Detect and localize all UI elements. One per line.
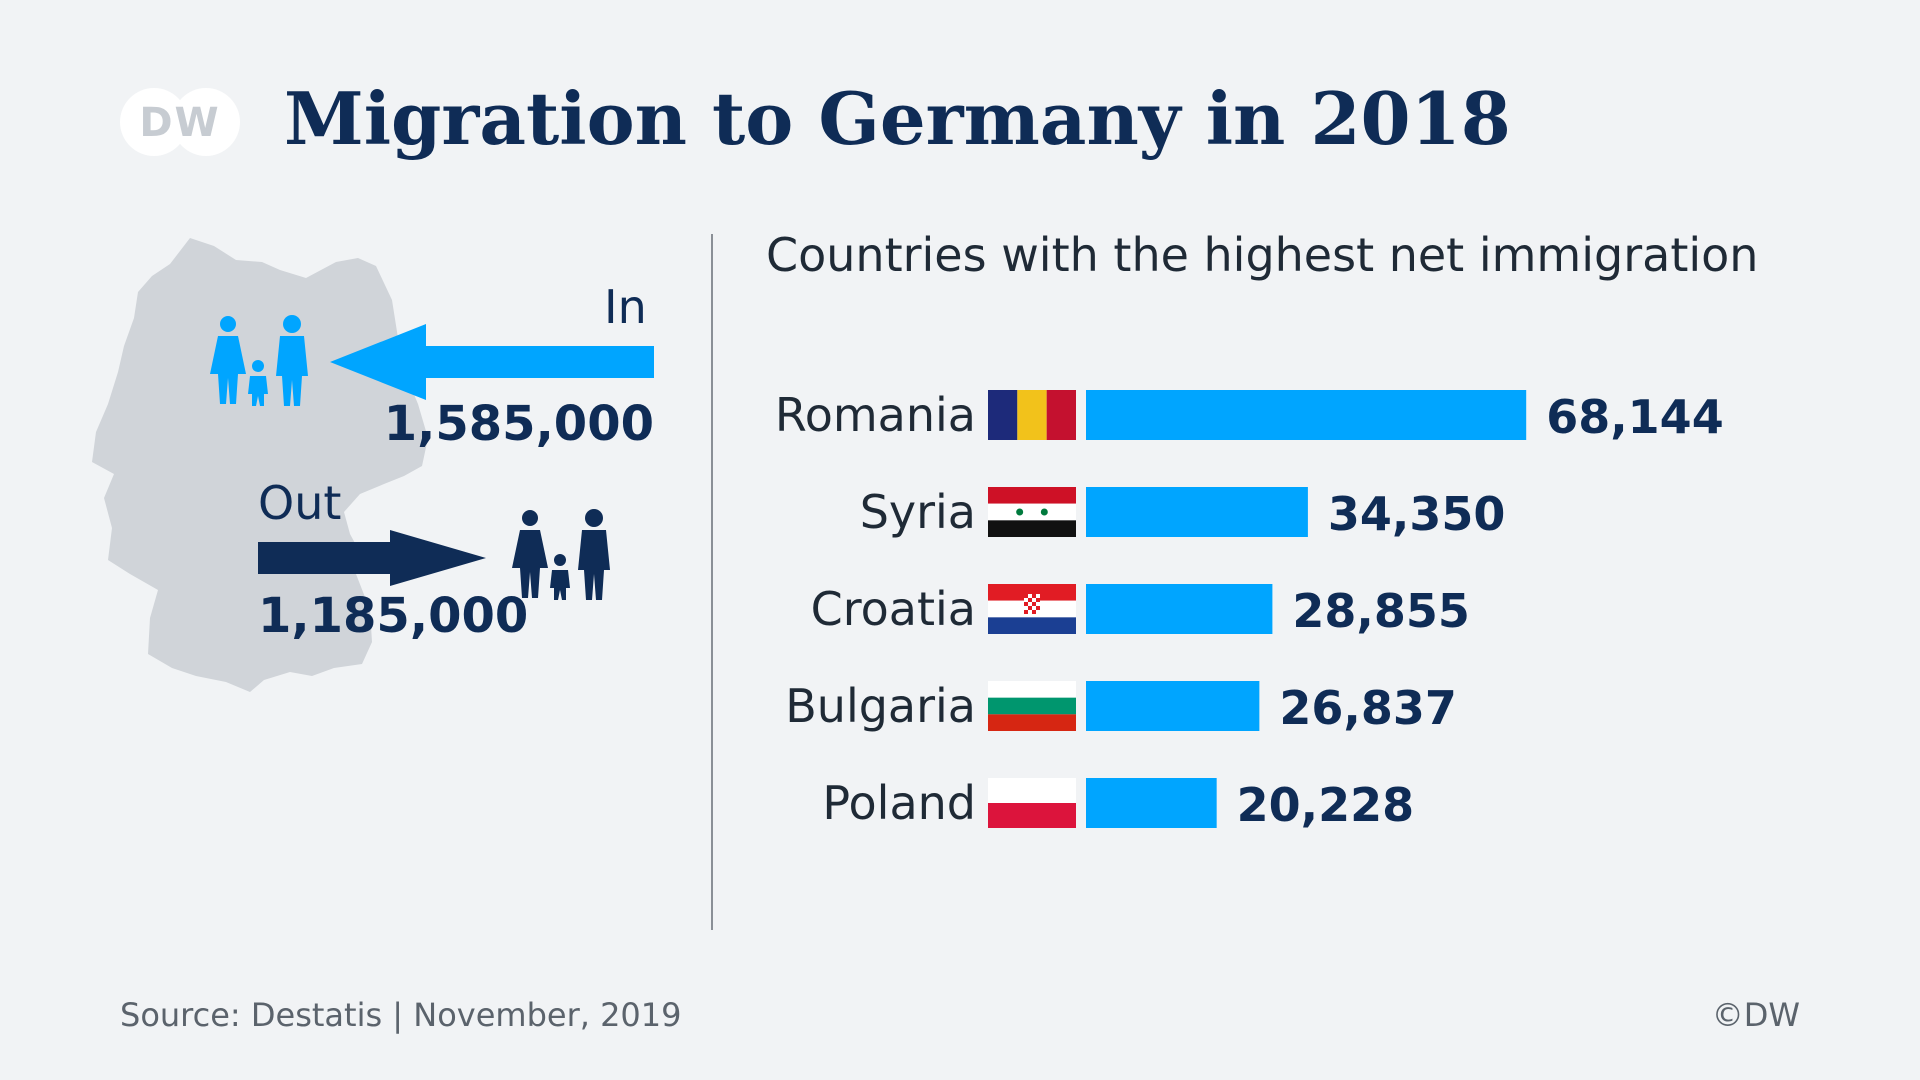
panel-divider [711, 234, 713, 930]
family-in-icon [210, 315, 308, 406]
category-label: Syria [860, 485, 976, 539]
copyright-note: ©DW [1711, 996, 1800, 1034]
bar [1086, 487, 1308, 537]
in-label: In [604, 280, 647, 334]
category-label: Croatia [811, 582, 976, 636]
value-label: 68,144 [1546, 390, 1724, 444]
syria-flag-icon [988, 487, 1076, 537]
bar [1086, 681, 1260, 731]
flow-graphic [92, 238, 654, 692]
logo-text: DW [139, 100, 220, 146]
chart-title: Countries with the highest net immigrati… [766, 228, 1759, 282]
germany-map [92, 238, 428, 692]
value-label: 20,228 [1237, 778, 1415, 832]
out-arrow-icon [258, 530, 486, 586]
in-arrow-icon [330, 324, 654, 400]
bar [1086, 584, 1273, 634]
bulgaria-flag-icon [988, 681, 1076, 731]
migration-flow-panel: In 1,585,000 Out 1,185,000 [0, 0, 700, 1080]
category-label: Romania [775, 388, 976, 442]
family-out-icon [512, 509, 610, 600]
value-label: 34,350 [1328, 487, 1506, 541]
page-title: Migration to Germany in 2018 [284, 76, 1511, 161]
out-label: Out [258, 476, 342, 530]
dw-logo: DW [120, 88, 240, 156]
bar-chart: Romania 68,144 Syria 34,350 Croatia 28,855 Bul… [775, 388, 1724, 832]
category-label: Poland [822, 776, 976, 830]
category-label: Bulgaria [785, 679, 976, 733]
value-label: 26,837 [1279, 681, 1457, 735]
croatia-flag-icon [988, 584, 1076, 634]
poland-flag-icon [988, 778, 1076, 828]
value-label: 28,855 [1292, 584, 1470, 638]
in-value: 1,585,000 [383, 396, 654, 452]
source-note: Source: Destatis | November, 2019 [120, 996, 682, 1034]
romania-flag-icon [988, 390, 1076, 440]
bar [1086, 390, 1527, 440]
bar [1086, 778, 1217, 828]
out-value: 1,185,000 [258, 588, 529, 644]
